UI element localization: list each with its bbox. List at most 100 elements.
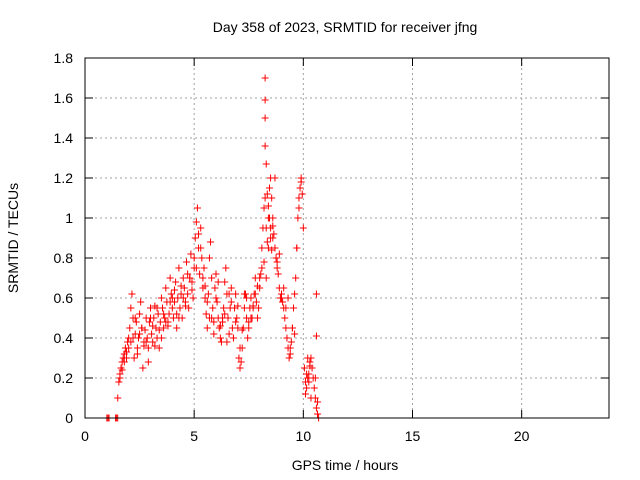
data-point [197, 244, 205, 252]
data-point [237, 358, 245, 366]
data-point [271, 174, 279, 182]
data-point [278, 294, 285, 302]
data-point [225, 290, 233, 298]
data-point [234, 302, 242, 310]
data-point [262, 274, 270, 282]
data-point [265, 184, 273, 192]
data-point [205, 314, 213, 322]
data-point [261, 194, 269, 202]
data-point [199, 274, 207, 282]
data-point [222, 264, 230, 272]
data-point [166, 298, 174, 306]
data-point [128, 290, 136, 298]
data-point [272, 254, 280, 262]
data-point [258, 264, 266, 272]
data-point [129, 334, 137, 342]
data-point [256, 274, 264, 282]
x-tick-label: 0 [81, 428, 89, 444]
data-point [126, 324, 134, 332]
data-point [296, 184, 304, 192]
data-point [149, 322, 157, 330]
data-point [200, 264, 208, 272]
data-point [173, 310, 181, 318]
data-point [264, 202, 272, 210]
data-point [133, 350, 141, 358]
data-point [144, 344, 152, 352]
data-point [219, 314, 227, 322]
data-point [168, 294, 176, 302]
y-tick-label: 1.6 [54, 90, 74, 106]
data-point [225, 330, 233, 338]
data-point [145, 318, 153, 326]
tick-labels: 0 0.2 0.4 0.6 0.8 1 1.2 1.4 1.6 1.8 0 5 10 15 20 [54, 50, 530, 444]
data-point [176, 304, 184, 312]
data-point [252, 298, 260, 306]
data-point [162, 284, 170, 292]
data-point [162, 318, 170, 326]
data-point [201, 282, 209, 290]
data-point [291, 290, 299, 298]
data-point [183, 258, 191, 266]
data-point [127, 304, 135, 312]
data-point [240, 290, 248, 298]
data-point [137, 298, 145, 306]
axis-ticks [84, 57, 609, 419]
data-point [236, 344, 244, 352]
data-point [306, 362, 314, 370]
data-point [147, 314, 154, 322]
data-point [195, 230, 203, 238]
data-point [221, 278, 229, 286]
y-tick-label: 0.8 [54, 250, 74, 266]
data-point [291, 330, 299, 338]
data-point [298, 190, 306, 198]
data-point [227, 284, 235, 292]
data-point [267, 234, 275, 242]
data-point [235, 354, 243, 362]
data-point [179, 274, 187, 282]
data-point [286, 344, 294, 352]
data-point [189, 294, 197, 302]
data-point [281, 314, 289, 322]
data-point [304, 354, 312, 362]
data-point [284, 294, 292, 302]
y-tick-label: 1.2 [54, 170, 74, 186]
data-point [177, 290, 185, 298]
data-point [155, 344, 163, 352]
data-point [265, 214, 273, 222]
y-tick-label: 1 [65, 210, 73, 226]
data-point [207, 238, 215, 246]
data-points [103, 74, 323, 422]
x-tick-label: 15 [405, 428, 421, 444]
data-point [164, 322, 172, 330]
data-point [114, 394, 122, 402]
data-point [181, 302, 189, 310]
data-point [184, 270, 192, 278]
data-point [245, 318, 253, 326]
data-point [201, 294, 209, 302]
data-point [153, 304, 161, 312]
plot-frame [84, 57, 610, 419]
data-point [212, 294, 220, 302]
data-point [294, 214, 302, 222]
data-point [220, 304, 228, 312]
data-point [223, 338, 231, 346]
data-point [127, 338, 135, 346]
data-point [175, 314, 183, 322]
data-point [133, 344, 141, 352]
data-point [268, 194, 276, 202]
data-point [221, 310, 229, 318]
data-point [147, 304, 154, 312]
data-point [270, 230, 278, 238]
data-point [262, 160, 270, 168]
data-point [280, 284, 288, 292]
data-point [263, 190, 271, 198]
data-point [232, 318, 240, 326]
data-point [245, 324, 253, 332]
data-point [140, 342, 148, 350]
data-point [204, 290, 212, 298]
data-point [166, 274, 174, 282]
data-point [300, 364, 308, 372]
data-point [203, 298, 211, 306]
data-point [196, 270, 204, 278]
data-point [273, 264, 281, 272]
